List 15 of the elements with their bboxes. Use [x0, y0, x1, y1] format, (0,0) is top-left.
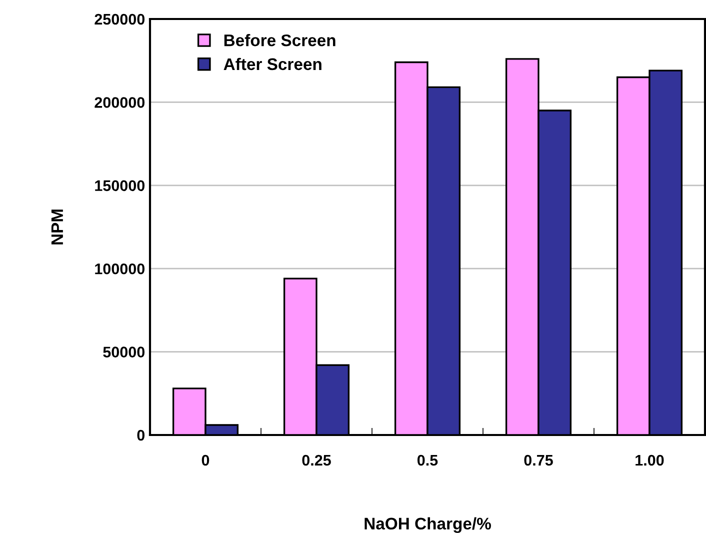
legend-label: Before Screen — [224, 34, 336, 46]
x-tick-label: 0.5 — [417, 454, 438, 466]
x-tick-label: 0.25 — [302, 454, 331, 466]
y-tick-label: 50000 — [103, 346, 145, 358]
y-tick-label: 150000 — [95, 180, 145, 192]
y-axis-title: NPM — [51, 210, 63, 244]
y-tick-label: 0 — [137, 430, 145, 441]
y-tick-label: 200000 — [94, 97, 145, 108]
y-tick-label: 100000 — [95, 263, 145, 274]
legend-label: After Screen — [224, 58, 322, 70]
x-axis-title: NaOH Charge/% — [364, 517, 491, 533]
y-tick-label: 250000 — [94, 14, 145, 25]
x-tick-label: 0 — [202, 454, 210, 466]
x-tick-label: 0.75 — [524, 454, 553, 466]
x-tick-label: 1.00 — [636, 454, 664, 466]
